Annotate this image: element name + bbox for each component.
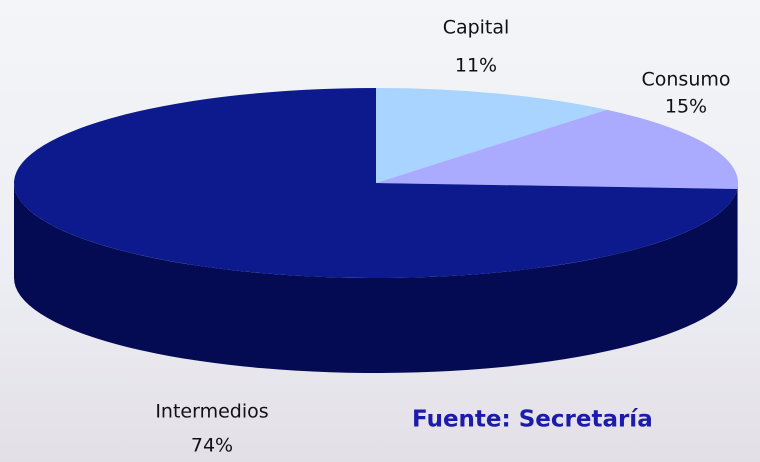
slice-label: Consumo	[641, 69, 730, 91]
source-note: Fuente: Secretaría	[412, 407, 653, 433]
pie-slice	[376, 88, 607, 183]
pie-slice	[14, 88, 738, 278]
slice-value-label: 74%	[191, 435, 233, 457]
slice-value-label: 15%	[665, 96, 707, 118]
pie-side	[14, 183, 738, 374]
pie-side	[737, 183, 738, 284]
pie-slice	[376, 109, 739, 189]
slice-label: Intermedios	[155, 401, 268, 423]
pie-sides	[14, 183, 738, 374]
slice-value-label: 11%	[455, 55, 497, 77]
slice-label: Capital	[443, 17, 510, 39]
pie-tops	[14, 88, 739, 278]
pie	[14, 88, 739, 374]
